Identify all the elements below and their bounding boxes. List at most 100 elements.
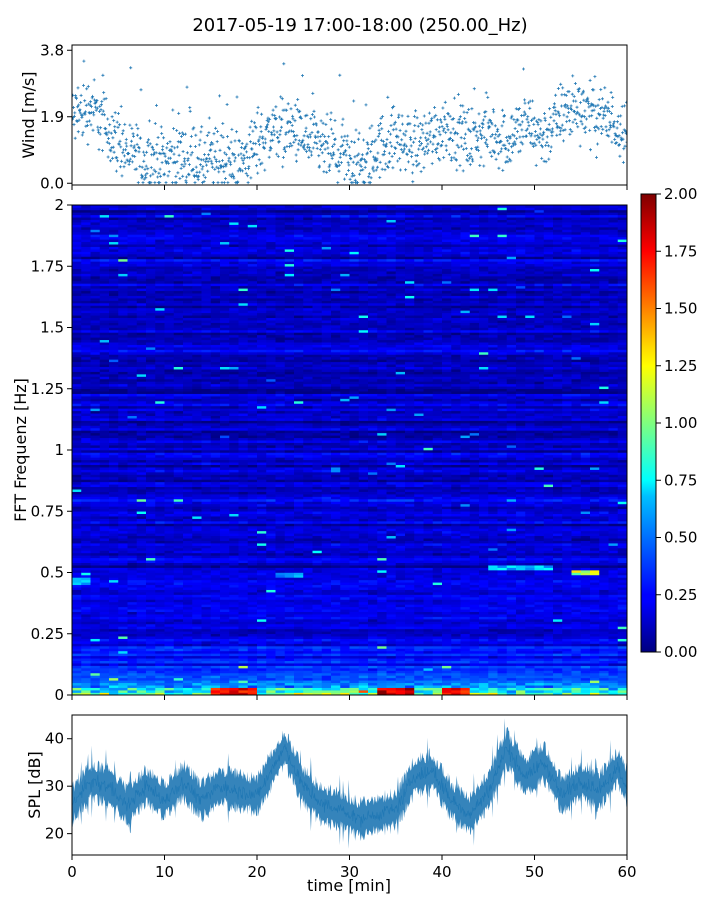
spectrogram-cell [109,273,119,277]
spectrogram-cell [155,376,165,380]
spectrogram-cell [229,354,239,358]
spectrogram-cell [118,263,128,267]
spectrogram-cell [81,601,91,605]
spectrogram-cell [266,604,276,608]
spectrogram-cell [81,565,91,568]
spectrogram-cell [266,371,276,375]
spectrogram-cell [164,533,175,537]
spectrogram-cell [210,339,221,343]
spectrogram-cell [229,592,239,595]
spectrogram-cell [257,236,267,240]
spectrogram-cell [210,320,221,323]
spectrogram-cell [146,633,156,637]
spectrogram-cell [155,611,165,615]
spectrogram-cell [173,501,184,505]
spectrogram-cell [136,643,147,647]
spectrogram-cell [72,521,82,524]
spectrogram-cell [284,293,295,296]
spectrogram-cell [266,467,276,470]
spectrogram-cell [192,692,202,695]
spectrogram-cell [284,540,295,544]
spectrogram-cell [109,432,119,436]
spectrogram-cell [99,469,110,473]
spectrogram-cell [238,229,249,233]
spectrogram-cell [238,391,249,394]
spectrogram-cell [118,518,128,522]
spectrogram-cell [118,548,128,551]
spectrogram-cell [90,317,101,321]
spectrogram-cell [99,229,110,233]
spectrogram-cell [109,285,119,289]
spectrogram-cell [192,307,202,311]
spectrogram-cell [284,655,295,659]
spectrogram-cell [238,643,249,647]
spectrogram-cell [164,621,175,625]
spectrogram-cell [257,209,267,213]
spectrogram-cell [81,516,91,519]
spectrogram-cell [155,665,165,669]
spectrogram-cell [284,396,295,399]
spectrogram-cell [192,398,202,402]
spectrogram-cell [192,227,202,230]
spectrogram-cell [247,224,258,228]
spectrogram-cell [294,386,304,390]
spectrogram-cell [257,376,267,380]
spectrogram-cell [238,570,249,573]
spectrogram-cell [201,442,212,446]
spectrogram-cell [72,450,82,453]
spectrogram-cell [99,528,110,532]
spectrogram-cell [192,643,202,647]
spectrogram-cell [238,579,249,583]
spectrogram-cell [210,579,221,583]
spectrogram-cell [99,290,110,294]
spectrogram-cell [72,690,82,693]
spectrogram-cell [284,680,295,684]
spectrogram-cell [81,209,91,213]
spectrogram-cell [99,312,110,316]
spectrogram-cell [109,538,119,541]
spectrogram-cell [99,361,110,365]
spectrogram-cell [127,378,138,382]
spectrogram-cell [146,665,156,669]
spectrogram-cell [109,474,119,478]
spectrogram-cell [229,489,239,492]
spectrogram-cell [192,636,202,639]
spectrogram-cell [118,660,128,664]
spectrogram-cell [164,479,175,483]
spectrogram-cell [118,479,128,483]
spectrogram-cell [294,442,304,446]
spectrogram-cell [247,209,258,213]
spectrogram-cell [201,481,212,485]
spectrogram-cell [164,383,175,387]
spectrogram-cell [90,388,101,392]
spectrogram-cell [275,513,286,517]
spectrogram-cell [81,307,91,311]
spectrogram-cell [127,459,138,463]
spectrogram-cell [90,440,101,443]
spectrogram-cell [229,687,239,691]
spectrogram-cell [183,440,193,443]
spectrogram-cell [155,621,165,625]
spectrogram-cell [81,366,91,370]
spectrogram-cell [72,322,82,326]
spectrogram-cell [257,606,267,610]
spectrogram-cell [155,361,165,365]
spectrogram-cell [275,545,286,549]
spectrogram-cell [118,425,128,429]
spectrogram-cell [118,445,128,448]
spectrogram-cell [127,621,138,625]
spectrogram-cell [229,516,239,519]
spectrogram-cell [247,217,258,220]
spectrogram-cell [127,472,138,475]
spectrogram-cell [201,273,212,277]
spectrogram-cell [99,626,110,630]
spectrogram-cell [164,442,175,446]
spectrogram-cell [275,641,286,644]
spectrogram-cell [109,327,119,331]
spectrogram-cell [201,516,212,519]
spectrogram-cell [201,329,212,333]
spectrogram-cell [284,584,295,588]
spectrogram-cell [275,227,286,230]
spectrogram-cell [183,496,193,500]
spectrogram-cell [229,650,239,654]
